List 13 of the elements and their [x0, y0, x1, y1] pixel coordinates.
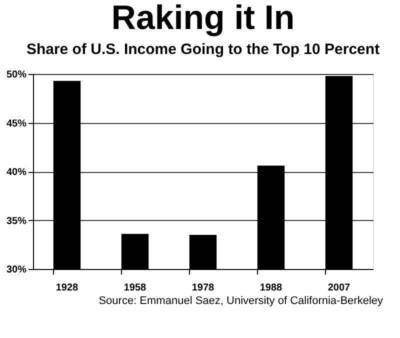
x-tick-label: 1928: [56, 282, 79, 294]
y-tick-label: 45%: [6, 118, 27, 130]
x-tick-label: 1978: [192, 282, 215, 294]
source-note: Source: Emmanuel Saez, University of California-Berkeley: [98, 295, 384, 307]
x-tick-label: 2007: [328, 282, 351, 294]
chart-subtitle: Share of U.S. Income Going to the Top 10 Percent: [26, 41, 380, 58]
y-tick-label: 40%: [6, 167, 27, 178]
x-tick-label: 1958: [124, 282, 147, 294]
y-tick-label: 50%: [6, 70, 27, 80]
chart-title: Raking it In: [111, 0, 295, 37]
y-tick-label: 35%: [6, 216, 27, 227]
y-tick-label: 30%: [6, 264, 27, 276]
x-tick-label: 1988: [260, 282, 283, 294]
